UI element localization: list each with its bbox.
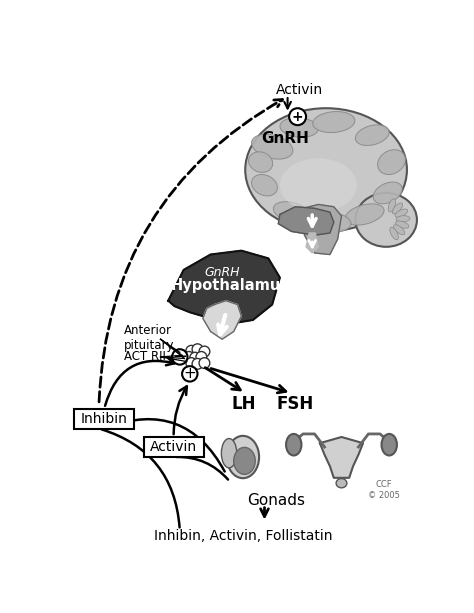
Ellipse shape — [345, 204, 384, 225]
Circle shape — [199, 358, 210, 368]
FancyBboxPatch shape — [74, 408, 134, 428]
Text: Inhibin: Inhibin — [81, 411, 128, 425]
Text: FSH: FSH — [277, 395, 314, 413]
Ellipse shape — [248, 152, 273, 172]
Circle shape — [172, 349, 188, 365]
Ellipse shape — [221, 438, 237, 468]
Circle shape — [190, 352, 201, 363]
FancyArrowPatch shape — [99, 99, 283, 402]
Circle shape — [199, 346, 210, 357]
Ellipse shape — [336, 479, 347, 488]
Text: ACT RII: ACT RII — [124, 351, 165, 364]
Ellipse shape — [227, 436, 259, 478]
Text: LH: LH — [231, 395, 256, 413]
Text: CCF
© 2005: CCF © 2005 — [368, 480, 400, 500]
Polygon shape — [306, 233, 319, 253]
Ellipse shape — [378, 150, 405, 175]
Ellipse shape — [396, 216, 410, 222]
Ellipse shape — [309, 212, 351, 232]
Ellipse shape — [234, 447, 255, 474]
Text: GnRH: GnRH — [261, 131, 309, 147]
Circle shape — [192, 344, 203, 354]
Polygon shape — [168, 251, 280, 324]
Ellipse shape — [395, 209, 408, 217]
Text: +: + — [292, 110, 303, 124]
Text: Activin: Activin — [275, 83, 323, 97]
Ellipse shape — [356, 125, 389, 145]
Circle shape — [289, 109, 306, 125]
Text: Inhibin, Activin, Follistatin: Inhibin, Activin, Follistatin — [154, 530, 332, 543]
Ellipse shape — [392, 203, 402, 214]
Ellipse shape — [390, 227, 398, 240]
Ellipse shape — [252, 175, 277, 196]
FancyArrowPatch shape — [173, 386, 187, 434]
FancyBboxPatch shape — [144, 437, 204, 457]
Circle shape — [186, 358, 197, 368]
Ellipse shape — [393, 225, 405, 235]
Ellipse shape — [388, 199, 396, 212]
Text: GnRH: GnRH — [204, 265, 240, 279]
Polygon shape — [278, 207, 334, 235]
Ellipse shape — [286, 434, 301, 455]
Ellipse shape — [252, 134, 293, 159]
Text: Hypothalamus: Hypothalamus — [170, 278, 289, 293]
Text: Gonads: Gonads — [247, 493, 305, 508]
Text: +: + — [183, 367, 196, 381]
Polygon shape — [203, 301, 241, 339]
Circle shape — [183, 351, 194, 362]
Text: Activin: Activin — [150, 440, 197, 454]
Text: Anterior
pituitary: Anterior pituitary — [124, 324, 174, 352]
Ellipse shape — [396, 221, 409, 228]
Ellipse shape — [313, 112, 355, 132]
Text: −: − — [172, 348, 187, 366]
Ellipse shape — [273, 202, 310, 223]
Polygon shape — [320, 437, 363, 478]
Circle shape — [196, 351, 207, 362]
Polygon shape — [303, 205, 341, 254]
Ellipse shape — [245, 109, 407, 232]
Circle shape — [192, 359, 203, 369]
FancyArrowPatch shape — [105, 358, 174, 406]
FancyArrowPatch shape — [101, 429, 180, 527]
Ellipse shape — [280, 118, 319, 137]
Circle shape — [182, 366, 198, 381]
FancyArrowPatch shape — [107, 419, 225, 471]
Ellipse shape — [356, 193, 417, 247]
Ellipse shape — [280, 158, 357, 212]
FancyArrowPatch shape — [176, 457, 228, 479]
Ellipse shape — [373, 182, 402, 204]
Ellipse shape — [382, 434, 397, 455]
Circle shape — [186, 345, 197, 356]
